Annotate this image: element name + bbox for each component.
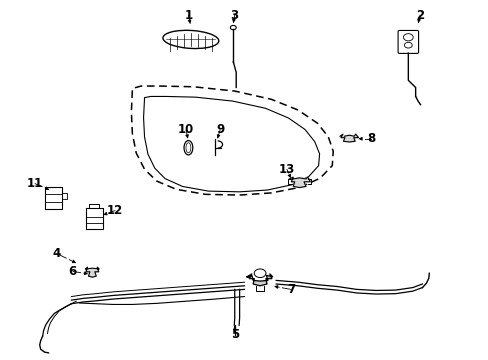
Polygon shape [339, 134, 358, 142]
Text: 13: 13 [278, 163, 294, 176]
Text: 10: 10 [178, 123, 194, 136]
Text: 11: 11 [27, 177, 43, 190]
Text: 6: 6 [69, 265, 77, 278]
Text: 1: 1 [184, 9, 192, 22]
Text: 4: 4 [53, 247, 61, 260]
Polygon shape [85, 267, 99, 277]
Polygon shape [246, 274, 272, 286]
Text: 2: 2 [415, 9, 423, 22]
Text: 8: 8 [366, 132, 375, 145]
Text: 9: 9 [216, 123, 224, 136]
Text: 7: 7 [286, 283, 294, 296]
Text: 5: 5 [230, 328, 238, 341]
Text: 12: 12 [107, 204, 123, 217]
Text: 3: 3 [230, 9, 238, 22]
Polygon shape [289, 177, 310, 188]
